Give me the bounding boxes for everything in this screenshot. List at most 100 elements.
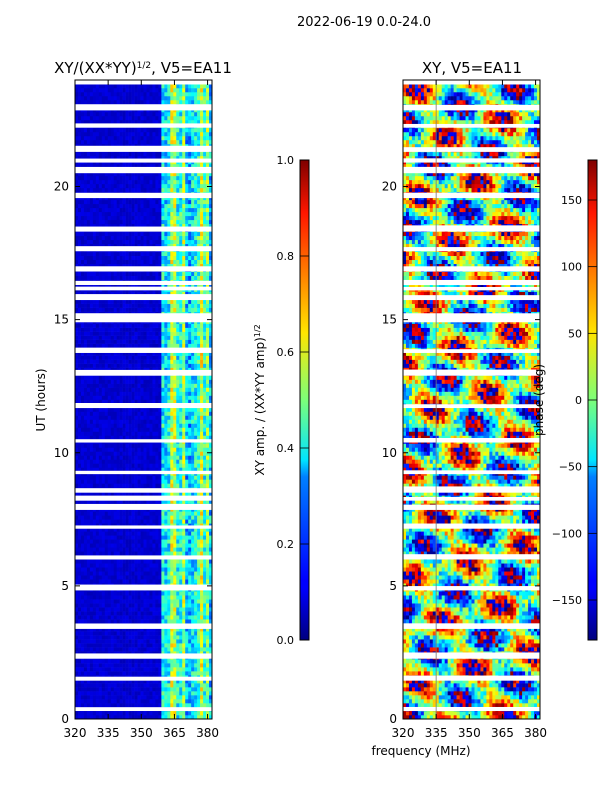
amplitude-cell bbox=[173, 611, 177, 616]
amplitude-cell bbox=[116, 715, 120, 720]
amplitude-cell bbox=[119, 563, 123, 568]
amplitude-cell bbox=[152, 303, 156, 308]
amplitude-cell bbox=[128, 615, 132, 620]
amplitude-cell bbox=[164, 519, 168, 524]
amplitude-cell bbox=[191, 663, 195, 668]
amplitude-cell bbox=[158, 415, 162, 420]
amplitude-cell bbox=[182, 691, 186, 696]
amplitude-cell bbox=[137, 359, 141, 364]
amplitude-cell bbox=[116, 339, 120, 344]
amplitude-cell bbox=[194, 543, 198, 548]
amplitude-cell bbox=[158, 703, 162, 708]
amplitude-cell bbox=[182, 303, 186, 308]
amplitude-cell bbox=[149, 611, 153, 616]
amplitude-cell bbox=[143, 663, 147, 668]
amplitude-cell bbox=[83, 339, 88, 344]
amplitude-cell bbox=[128, 607, 132, 612]
amplitude-cell bbox=[83, 531, 88, 536]
amplitude-cell bbox=[200, 339, 204, 344]
amplitude-cell bbox=[209, 671, 213, 676]
amplitude-cell bbox=[155, 375, 159, 380]
amplitude-cell bbox=[191, 543, 195, 548]
amplitude-cell bbox=[113, 679, 117, 684]
amplitude-cell bbox=[170, 303, 174, 308]
amplitude-cell bbox=[185, 351, 189, 356]
amplitude-cell bbox=[182, 651, 186, 656]
amplitude-cell bbox=[185, 407, 189, 412]
amplitude-cell bbox=[98, 659, 103, 664]
amplitude-cell bbox=[200, 499, 204, 504]
amplitude-cell bbox=[191, 615, 195, 620]
amplitude-cell bbox=[176, 363, 180, 368]
amplitude-cell bbox=[83, 663, 88, 668]
amplitude-cell bbox=[137, 323, 141, 328]
amplitude-cell bbox=[188, 551, 192, 556]
amplitude-cell bbox=[131, 303, 135, 308]
amplitude-cell bbox=[104, 483, 109, 488]
amplitude-cell bbox=[146, 327, 150, 332]
amplitude-cell bbox=[152, 711, 156, 716]
amplitude-cell bbox=[92, 595, 97, 600]
amplitude-cell bbox=[98, 619, 103, 624]
amplitude-cell bbox=[167, 635, 171, 640]
amplitude-cell bbox=[131, 283, 135, 288]
amplitude-cell bbox=[173, 343, 177, 348]
amplitude-cell bbox=[86, 519, 91, 524]
amplitude-cell bbox=[173, 375, 177, 380]
amplitude-cell bbox=[176, 643, 180, 648]
amplitude-cell bbox=[137, 551, 141, 556]
amplitude-cell bbox=[158, 435, 162, 440]
amplitude-cell bbox=[83, 415, 88, 420]
amplitude-cell bbox=[206, 407, 210, 412]
amplitude-cell bbox=[176, 591, 180, 596]
amplitude-cell bbox=[104, 695, 109, 700]
amplitude-cell bbox=[125, 535, 129, 540]
amplitude-cell bbox=[140, 543, 144, 548]
amplitude-cell bbox=[110, 651, 115, 656]
amplitude-cell bbox=[140, 607, 144, 612]
amplitude-cell bbox=[113, 399, 117, 404]
amplitude-cell bbox=[155, 475, 159, 480]
amplitude-cell bbox=[179, 411, 183, 416]
amplitude-cell bbox=[200, 327, 204, 332]
amplitude-cell bbox=[113, 595, 117, 600]
amplitude-cell bbox=[98, 335, 103, 340]
amplitude-cell bbox=[185, 411, 189, 416]
amplitude-cell bbox=[179, 663, 183, 668]
amplitude-cell bbox=[170, 391, 174, 396]
amplitude-cell bbox=[128, 595, 132, 600]
amplitude-cell bbox=[86, 695, 91, 700]
amplitude-cell bbox=[182, 699, 186, 704]
amplitude-cell bbox=[83, 695, 88, 700]
amplitude-cell bbox=[77, 515, 82, 520]
amplitude-cell bbox=[86, 307, 91, 312]
amplitude-cell bbox=[98, 567, 103, 572]
amplitude-cell bbox=[131, 519, 135, 524]
amplitude-cell bbox=[113, 715, 117, 720]
amplitude-cell bbox=[206, 531, 210, 536]
amplitude-cell bbox=[152, 631, 156, 636]
amplitude-cell bbox=[200, 559, 204, 564]
amplitude-cell bbox=[116, 327, 120, 332]
amplitude-cell bbox=[209, 515, 213, 520]
amplitude-cell bbox=[179, 435, 183, 440]
amplitude-cell bbox=[164, 427, 168, 432]
amplitude-cell bbox=[131, 571, 135, 576]
amplitude-cell bbox=[197, 511, 201, 516]
amplitude-cell bbox=[104, 383, 109, 388]
amplitude-cell bbox=[98, 515, 103, 520]
amplitude-cell bbox=[188, 651, 192, 656]
amplitude-cell bbox=[113, 435, 117, 440]
amplitude-cell bbox=[164, 703, 168, 708]
amplitude-cell bbox=[209, 467, 213, 472]
amplitude-cell bbox=[170, 711, 174, 716]
amplitude-cell bbox=[203, 663, 207, 668]
amplitude-cell bbox=[194, 391, 198, 396]
amplitude-cell bbox=[152, 375, 156, 380]
amplitude-cell bbox=[128, 663, 132, 668]
amplitude-cell bbox=[122, 599, 126, 604]
amplitude-cell bbox=[161, 303, 165, 308]
amplitude-cell bbox=[158, 463, 162, 468]
amplitude-cell bbox=[95, 575, 100, 580]
amplitude-cell bbox=[134, 395, 138, 400]
